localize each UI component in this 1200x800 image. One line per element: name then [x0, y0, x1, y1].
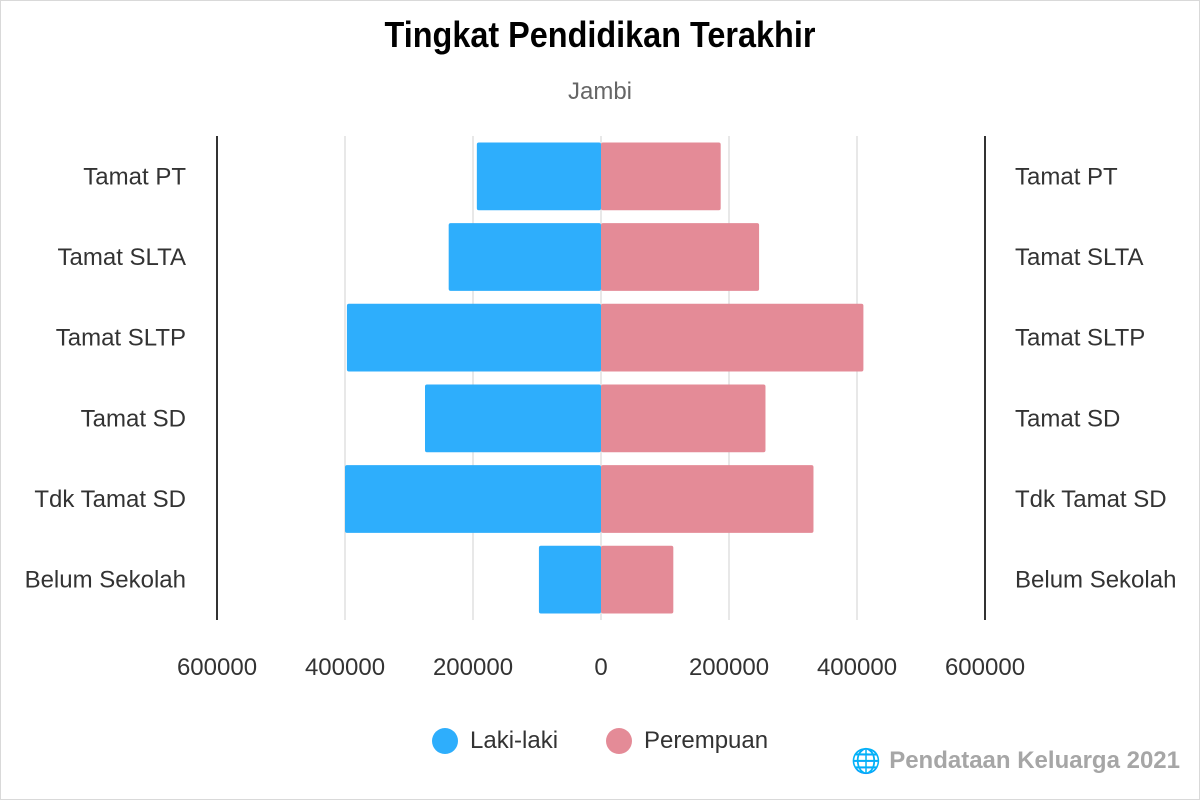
source-text: Pendataan Keluarga 2021 — [889, 747, 1180, 774]
legend-label-perempuan: Perempuan — [644, 727, 769, 754]
category-label-left: Tamat SLTP — [56, 325, 186, 352]
bar-perempuan-tamat-sltp[interactable] — [601, 303, 864, 372]
bar-perempuan-tamat-slta[interactable] — [601, 223, 760, 291]
legend: Laki-laki Perempuan — [0, 726, 1200, 756]
bar-perempuan-tdk-tamat-sd[interactable] — [601, 465, 814, 533]
bar-laki-laki-tdk-tamat-sd[interactable] — [345, 465, 601, 533]
x-tick-label: 200000 — [433, 654, 513, 681]
legend-swatch-laki-laki — [432, 728, 458, 754]
chart-title: Tingkat Pendidikan Terakhir — [384, 14, 816, 55]
category-label-right: Tamat SLTA — [1015, 244, 1143, 271]
bar-perempuan-tamat-pt[interactable] — [601, 142, 721, 211]
x-tick-label: 400000 — [305, 654, 385, 681]
category-label-left: Tamat SLTA — [58, 244, 186, 271]
category-label-left: Tamat SD — [81, 405, 186, 432]
bar-laki-laki-tamat-pt[interactable] — [476, 142, 601, 211]
legend-item-laki-laki[interactable]: Laki-laki — [432, 726, 558, 756]
legend-swatch-perempuan — [606, 728, 632, 754]
category-label-left: Belum Sekolah — [25, 567, 186, 594]
category-label-right: Tamat SLTP — [1015, 325, 1145, 352]
bar-laki-laki-tamat-sd[interactable] — [425, 384, 601, 453]
category-labels: Tamat PT Tamat PT Tamat SLTA Tamat SLTA Tama… — [25, 163, 1177, 593]
axis-lines — [216, 136, 986, 620]
x-tick-label: 600000 — [945, 654, 1025, 681]
x-tick-label: 600000 — [177, 654, 257, 681]
globe-icon: 🌐 — [851, 747, 882, 775]
category-label-left: Tamat PT — [83, 163, 186, 190]
grid-lines — [344, 136, 858, 620]
x-tick-labels: 600000 400000 200000 0 200000 400000 600000 — [177, 654, 1025, 681]
chart-subtitle: Jambi — [567, 78, 633, 105]
category-label-right: Belum Sekolah — [1015, 567, 1176, 594]
category-label-right: Tamat SD — [1015, 405, 1120, 432]
category-label-right: Tamat PT — [1015, 163, 1118, 190]
category-label-left: Tdk Tamat SD — [34, 486, 186, 513]
bars — [345, 142, 864, 614]
bar-laki-laki-belum-sekolah[interactable] — [538, 545, 601, 614]
bar-laki-laki-tamat-sltp[interactable] — [346, 303, 601, 372]
bar-perempuan-belum-sekolah[interactable] — [601, 545, 674, 614]
bar-perempuan-tamat-sd[interactable] — [601, 384, 766, 453]
x-tick-label: 400000 — [817, 654, 897, 681]
legend-label-laki-laki: Laki-laki — [470, 727, 559, 754]
x-tick-label: 0 — [594, 654, 607, 681]
legend-item-perempuan[interactable]: Perempuan — [606, 726, 768, 756]
bar-laki-laki-tamat-slta[interactable] — [448, 223, 601, 291]
source-credit: 🌐 Pendataan Keluarga 2021 — [851, 746, 1180, 776]
x-tick-label: 200000 — [689, 654, 769, 681]
category-label-right: Tdk Tamat SD — [1015, 486, 1167, 513]
